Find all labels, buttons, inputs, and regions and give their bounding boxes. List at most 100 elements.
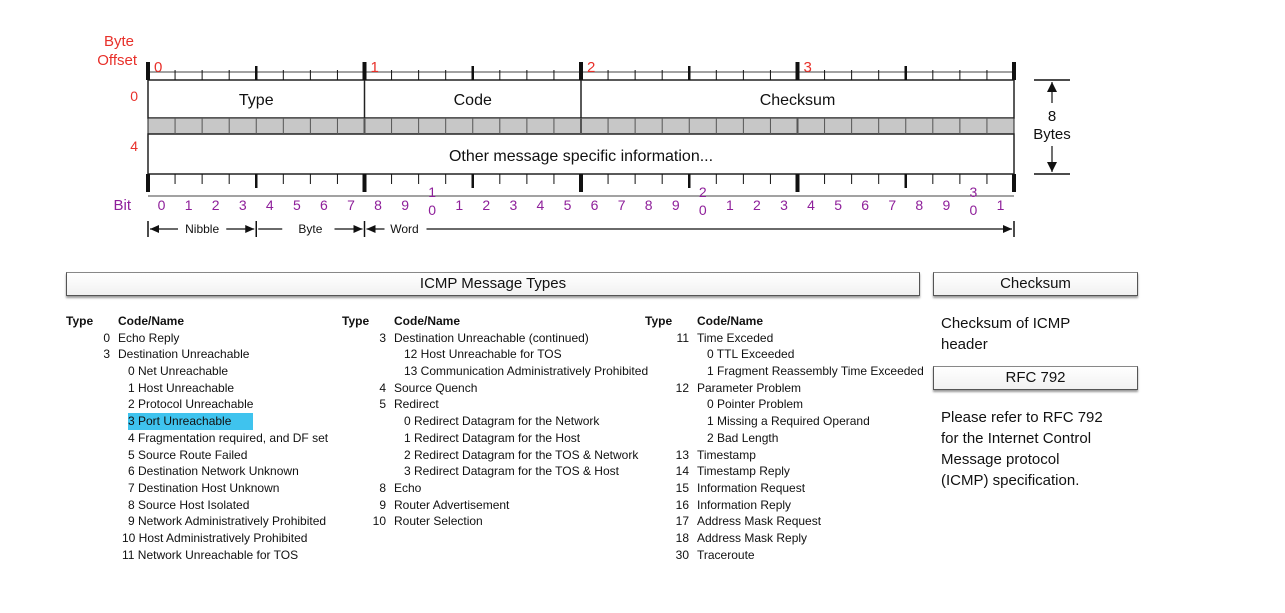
bit-number: 2: [753, 197, 761, 213]
bit-number: 1: [455, 197, 463, 213]
message-type-name: 0 TTL Exceeded: [707, 347, 795, 362]
message-type-name: 6 Destination Network Unknown: [128, 464, 299, 479]
message-type-name: Timestamp Reply: [697, 464, 790, 479]
nibble-arrow-left: [150, 225, 159, 233]
bit-number: 6: [591, 197, 599, 213]
message-type-number: 12: [675, 380, 689, 395]
word-arrow-right: [1003, 225, 1012, 233]
row-offset-0: 0: [130, 88, 138, 104]
message-type-name: 2 Protocol Unreachable: [128, 397, 254, 412]
message-type-name: 8 Source Host Isolated: [128, 497, 250, 512]
message-type-number: 9: [379, 497, 386, 512]
bit-number: 0: [428, 202, 436, 218]
message-type-name: 7 Destination Host Unknown: [128, 480, 280, 495]
message-type-number: 4: [379, 380, 386, 395]
bit-number: 7: [347, 197, 355, 213]
size-arrow-down-head: [1047, 162, 1057, 172]
message-type-number: 14: [675, 464, 689, 479]
message-type-name: Parameter Problem: [697, 380, 802, 395]
message-type-name: 0 Pointer Problem: [707, 397, 804, 412]
byte-offset-label-line1: Byte: [104, 33, 134, 50]
byte-arrow-right: [353, 225, 363, 233]
message-type-name: 9 Network Administratively Prohibited: [128, 514, 327, 529]
bit-number: 8: [374, 197, 382, 213]
word-arrow-left: [366, 225, 376, 233]
message-type-number: 18: [675, 530, 689, 545]
column-header-type: Type: [645, 314, 673, 328]
bit-number: 6: [320, 197, 328, 213]
message-type-name: 13 Communication Administratively Prohib…: [404, 364, 649, 379]
bit-number: 3: [970, 184, 978, 200]
bit-number: 0: [970, 202, 978, 218]
bit-number: 1: [726, 197, 734, 213]
bit-number: 3: [780, 197, 788, 213]
column-header-type: Type: [66, 314, 94, 328]
message-type-number: 8: [379, 480, 386, 495]
bit-number: 2: [482, 197, 490, 213]
message-type-name: 11 Network Unreachable for TOS: [122, 547, 299, 562]
message-type-name: 1 Fragment Reassembly Time Exceeded: [707, 364, 924, 379]
bit-number: 0: [158, 197, 166, 213]
field-checksum-label: Checksum: [760, 92, 836, 109]
message-type-name: Timestamp: [697, 447, 756, 462]
message-type-name: 2 Bad Length: [707, 430, 779, 445]
bit-number: 8: [645, 197, 653, 213]
message-type-name: 12 Host Unreachable for TOS: [404, 347, 562, 362]
bit-number: 1: [428, 184, 436, 200]
byte-number: 1: [371, 59, 379, 76]
bit-number: 7: [618, 197, 626, 213]
column-header-type: Type: [342, 314, 370, 328]
message-type-name: Address Mask Reply: [697, 530, 808, 545]
size-arrow-up-head: [1047, 82, 1057, 92]
message-type-name: 4 Fragmentation required, and DF set: [128, 430, 329, 445]
bit-number: 9: [401, 197, 409, 213]
message-type-number: 15: [675, 480, 689, 495]
message-type-name: Redirect: [394, 397, 439, 412]
message-type-name: 0 Net Unreachable: [128, 364, 229, 379]
message-type-number: 3: [103, 347, 110, 362]
message-type-name: Router Advertisement: [394, 497, 510, 512]
message-type-number: 0: [103, 330, 110, 345]
message-type-number: 11: [676, 330, 689, 345]
rfc-title: RFC 792: [1005, 369, 1066, 386]
bit-number: 3: [239, 197, 247, 213]
message-type-number: 16: [675, 497, 689, 512]
byte-number: 3: [804, 59, 812, 76]
field-code-label: Code: [454, 92, 492, 109]
bit-number: 1: [997, 197, 1005, 213]
bit-number: 8: [915, 197, 923, 213]
message-type-name: 1 Host Unreachable: [128, 380, 235, 395]
message-type-name: Echo: [394, 480, 422, 495]
bit-number: 4: [266, 197, 274, 213]
bit-number: 2: [212, 197, 220, 213]
message-type-name: Echo Reply: [118, 330, 180, 345]
column-header-name: Code/Name: [697, 314, 764, 328]
bit-number: 1: [185, 197, 193, 213]
message-type-number: 17: [675, 514, 689, 529]
message-types-title-bar: ICMP Message Types: [66, 272, 920, 296]
message-type-name: Information Reply: [697, 497, 792, 512]
size-value: 8: [1048, 108, 1056, 125]
message-type-name: 1 Missing a Required Operand: [707, 414, 870, 429]
bit-number: 9: [672, 197, 680, 213]
bit-number: 5: [293, 197, 301, 213]
bit-number: 7: [888, 197, 896, 213]
message-type-name: 10 Host Administratively Prohibited: [122, 530, 308, 545]
nibble-arrow-right: [245, 225, 255, 233]
rfc-description: Please refer to RFC 792 for the Internet…: [941, 409, 1103, 489]
message-type-name: Source Quench: [394, 380, 478, 395]
message-type-name: 0 Redirect Datagram for the Network: [404, 414, 600, 429]
bit-number: 3: [509, 197, 517, 213]
message-types-title: ICMP Message Types: [419, 275, 567, 292]
message-type-number: 10: [372, 514, 386, 529]
bit-number: 0: [699, 202, 707, 218]
message-type-name: Time Exceded: [697, 330, 774, 345]
checksum-title: Checksum: [1000, 275, 1071, 292]
bit-number: 5: [834, 197, 842, 213]
scale-byte-label: Byte: [298, 222, 322, 236]
bit-number: 4: [537, 197, 545, 213]
message-type-number: 30: [675, 547, 689, 562]
message-type-number: 3: [379, 330, 386, 345]
column-header-name: Code/Name: [394, 314, 461, 328]
byte-number: 2: [587, 59, 595, 76]
